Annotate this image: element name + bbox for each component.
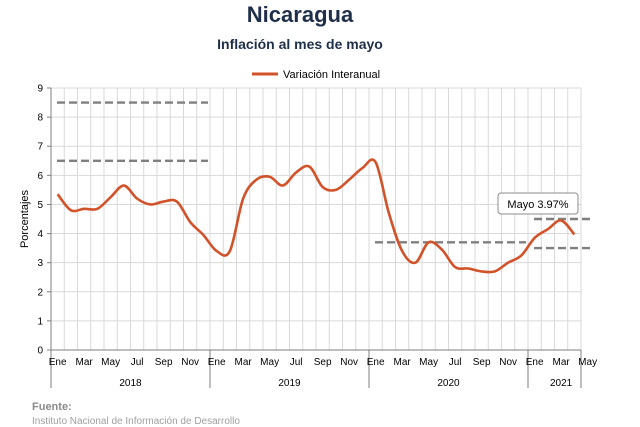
x-tick-label: May [260,357,279,368]
x-tick-label: Ene [367,357,385,368]
y-tick-label: 9 [37,84,43,95]
x-tick-label: Jul [290,357,303,368]
x-tick-label: May [101,357,120,368]
annotation-box [497,192,579,215]
series-line-variacion-interanual [56,158,576,274]
tick-labels: 0 1 2 3 4 5 6 7 8 9 Porcentajes Ene Mar May Jul Sep Nov E… [19,84,597,390]
x-tick-label: Mar [235,357,253,368]
grid-layer [51,87,582,350]
chart-title: Nicaragua [246,2,354,27]
x-tick-label: Nov [340,357,358,368]
y-tick-label: 5 [37,200,43,211]
y-tick-label: 4 [37,229,43,240]
x-tick-label: Ene [49,357,67,368]
x-tick-label: Jul [449,357,462,368]
year-label: 2020 [437,378,460,389]
x-tick-label: Ene [208,357,226,368]
x-tick-label: May [578,357,597,368]
x-tick-label: May [419,357,438,368]
x-tick-label: Mar [76,357,94,368]
y-tick-label: 1 [37,316,43,327]
y-tick-label: 6 [37,171,43,182]
annotation-label: Mayo 3.97% [507,199,568,211]
x-tick-label: Ene [526,357,544,368]
x-tick-label: Nov [181,357,199,368]
year-label: 2018 [119,378,142,389]
x-tick-label: Sep [155,357,173,368]
annotation: Mayo 3.97% [497,192,579,215]
x-tick-label: Nov [499,357,517,368]
series-layer [56,158,576,274]
y-tick-label: 3 [37,258,43,269]
y-tick-label: 7 [37,142,43,153]
x-tick-label: Jul [131,357,144,368]
axes [47,87,582,388]
legend-label: Variación Interanual [283,69,380,81]
legend: Variación Interanual [252,69,380,81]
x-tick-label: Sep [314,357,332,368]
x-tick-label: Sep [473,357,491,368]
year-label: 2021 [550,378,573,389]
chart-subtitle: Inflación al mes de mayo [217,36,383,52]
y-tick-label: 0 [37,346,43,357]
year-label: 2019 [278,378,301,389]
y-axis-title: Porcentajes [19,189,31,248]
reference-lines [57,101,593,250]
y-tick-label: 8 [37,113,43,124]
x-tick-label: Mar [553,357,571,368]
source-text: Instituto Nacional de Información de Des… [32,416,240,427]
inflation-line-chart: 0 1 2 3 4 5 6 7 8 9 Porcentajes Ene Mar May Jul Sep Nov E… [19,69,597,390]
source-label: Fuente: [32,401,72,413]
y-tick-label: 2 [37,287,43,298]
x-tick-label: Mar [394,357,412,368]
